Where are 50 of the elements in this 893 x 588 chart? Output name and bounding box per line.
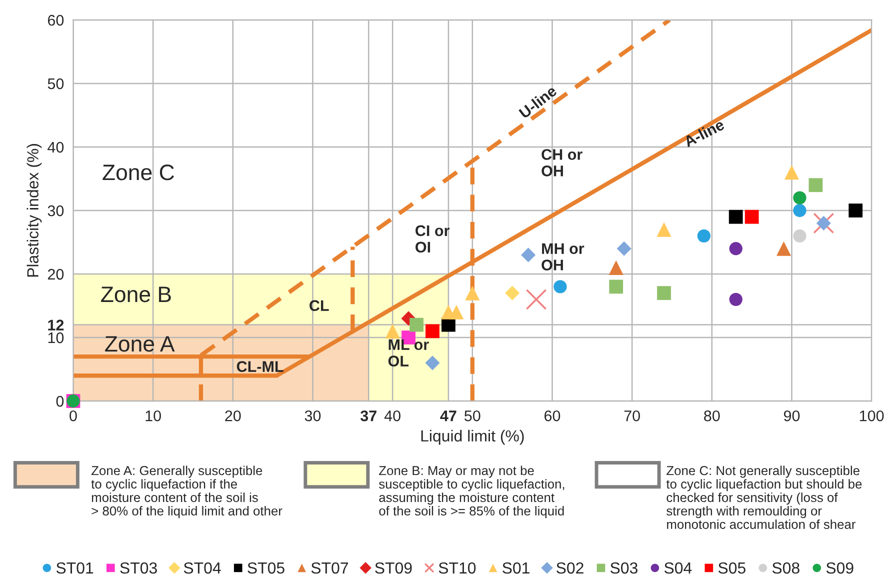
y-tick-label: 50 [48,78,64,90]
y-tick-label: 20 [48,268,64,280]
legend-label: ST09 [375,562,412,574]
legend-label: ST05 [248,562,284,574]
x-tick-label: 100 [860,410,884,422]
annotation: MH or OH [542,243,584,270]
legend-label: S05 [718,562,746,574]
x-tick-label: 40 [384,410,400,422]
y-tick-label: 30 [48,205,64,216]
x-tick-label: 50 [464,410,480,422]
annotation: ML or OL [388,339,429,366]
annotation: CI or OI [416,225,450,253]
legend-label: S02 [556,562,584,574]
x-tick-label: 60 [544,410,560,422]
legend-label: S04 [664,562,692,574]
legend-label: ST04 [184,562,221,574]
y-tick-label: 12 [48,320,64,330]
x-tick-label: 37 [360,410,376,422]
y-tick-label: 10 [48,332,64,344]
y-tick-label: 40 [48,142,64,153]
x-tick-label: 20 [225,410,241,422]
text: Zone B: May or may not be susceptible to cyclic liquefaction, assuming the moisture content of the soil is >= 85% of the liquid [378,466,564,518]
annotation: Zone C [102,164,174,180]
x-tick-label: 47 [440,410,456,422]
legend-label: S01 [502,562,530,574]
annotation: CL [310,300,329,312]
annotation: A-line [682,118,726,148]
text: Zone C: Not generally susceptible to cyclic liquefaction but should be checked for sensitivity (loss of strength with remoulding or monotonic accumulation of shear [666,466,862,529]
legend-label: ST07 [311,562,348,574]
x-tick-label: 90 [784,410,800,422]
legend-label: ST01 [56,562,94,574]
x-tick-label: 30 [304,410,321,422]
legend-label: S08 [772,562,800,574]
x-tick-label: 80 [704,410,720,422]
legend-label: S03 [610,562,638,574]
y-tick-label: 60 [48,14,64,26]
text: Zone A: Generally susceptible to cyclic liquefaction if the moisture content of the soil is > 80% of the liquid limit and other [91,466,282,518]
y-tick-label: 0 [56,396,64,407]
y-axis-title: Plasticity index (%) [26,144,42,277]
x-axis-title: Liquid limit (%) [421,430,524,445]
legend-label: ST03 [120,562,157,574]
legend-label: S09 [826,562,854,574]
annotation: CL-ML [236,361,284,372]
x-tick-label: 0 [70,410,77,422]
annotation: CH or OH [542,149,582,176]
x-tick-label: 10 [146,410,161,422]
annotation: Zone B [101,286,171,302]
legend-label: ST10 [438,562,476,574]
x-tick-label: 70 [624,410,640,422]
annotation: Zone A [105,336,175,352]
